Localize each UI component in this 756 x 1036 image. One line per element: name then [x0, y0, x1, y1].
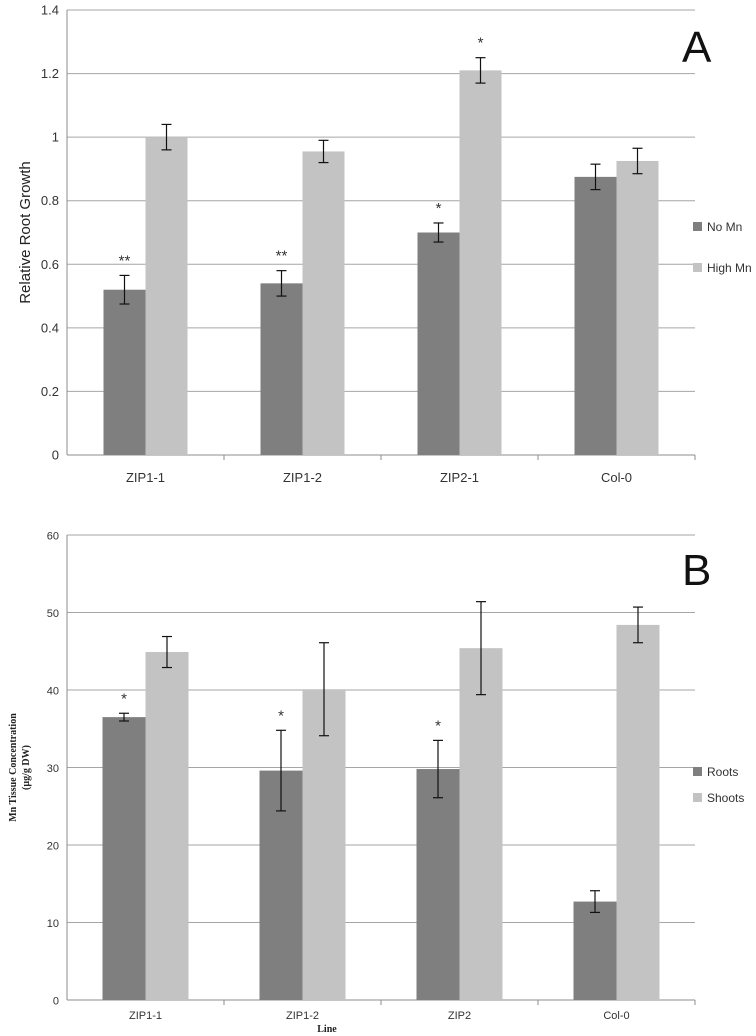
- legend-swatch: [693, 222, 702, 231]
- x-tick-label: ZIP1-1: [126, 470, 165, 485]
- panel-label: A: [682, 23, 712, 72]
- y-tick-label: 20: [47, 841, 59, 853]
- significance-marker: *: [435, 717, 441, 734]
- legend-label: No Mn: [707, 220, 742, 234]
- x-tick-label: ZIP2: [448, 1010, 471, 1022]
- significance-marker: *: [121, 690, 127, 707]
- bar-roots: [102, 717, 146, 1000]
- significance-marker: **: [119, 252, 131, 269]
- x-tick-label: ZIP2-1: [440, 470, 479, 485]
- y-tick-label: 1.4: [41, 3, 59, 18]
- y-tick-label: 0.2: [41, 384, 59, 399]
- y-tick-label: 0.4: [41, 320, 59, 335]
- y-axis-label: Relative Root Growth: [17, 161, 34, 304]
- y-tick-label: 50: [47, 608, 59, 620]
- legend-swatch: [693, 263, 702, 272]
- y-tick-label: 1.2: [41, 66, 59, 81]
- x-tick-label: ZIP1-2: [283, 470, 322, 485]
- chart-panel-b: 0 10 20 30 40 50 60 ZIP1-1 * ZIP1-2 * ZIP2 * Col-0 Mn …: [8, 531, 744, 1036]
- bar-shoots: [302, 689, 346, 1000]
- y-tick-label: 30: [47, 763, 59, 775]
- y-tick-label: 0: [53, 996, 59, 1008]
- x-tick-label: Col-0: [603, 1010, 629, 1022]
- bar-roots: [573, 901, 617, 1000]
- bar-roots: [416, 769, 460, 1000]
- bar-no-mn: [417, 232, 460, 455]
- bar-shoots: [145, 652, 189, 1000]
- bar-no-mn: [103, 289, 146, 455]
- chart-panel-a: 00.20.40.60.811.21.4ZIP1-1**ZIP1-2**ZIP2…: [17, 3, 752, 486]
- bar-high-mn: [459, 70, 502, 456]
- legend-label: High Mn: [707, 261, 752, 275]
- bar-shoots: [459, 648, 503, 1000]
- significance-marker: *: [278, 707, 284, 724]
- legend-label: Shoots: [707, 791, 744, 805]
- x-tick-label: ZIP1-2: [286, 1010, 319, 1022]
- x-axis-label: Line: [317, 1024, 337, 1035]
- y-tick-label: 0.8: [41, 193, 59, 208]
- significance-marker: *: [478, 35, 484, 52]
- bar-high-mn: [302, 151, 345, 456]
- y-axis-label: (µg/g DW): [21, 745, 32, 790]
- y-tick-label: 10: [47, 918, 59, 930]
- y-tick-label: 0: [52, 448, 59, 463]
- legend-swatch: [693, 793, 702, 802]
- x-tick-label: Col-0: [601, 470, 632, 485]
- legend-label: Roots: [707, 765, 738, 779]
- panel-label: B: [682, 546, 711, 595]
- y-axis-label: Mn Tissue Concentration: [8, 713, 19, 822]
- significance-marker: *: [436, 200, 442, 217]
- bar-no-mn: [260, 283, 303, 455]
- legend-swatch: [693, 767, 702, 776]
- y-tick-label: 0.6: [41, 257, 59, 272]
- bar-shoots: [616, 624, 660, 1000]
- significance-marker: **: [276, 248, 288, 265]
- x-tick-label: ZIP1-1: [129, 1010, 162, 1022]
- bar-no-mn: [574, 176, 617, 455]
- y-tick-label: 1: [52, 130, 59, 145]
- bar-high-mn: [145, 137, 188, 455]
- y-tick-label: 60: [47, 531, 59, 543]
- y-tick-label: 40: [47, 686, 59, 698]
- bar-high-mn: [616, 160, 659, 455]
